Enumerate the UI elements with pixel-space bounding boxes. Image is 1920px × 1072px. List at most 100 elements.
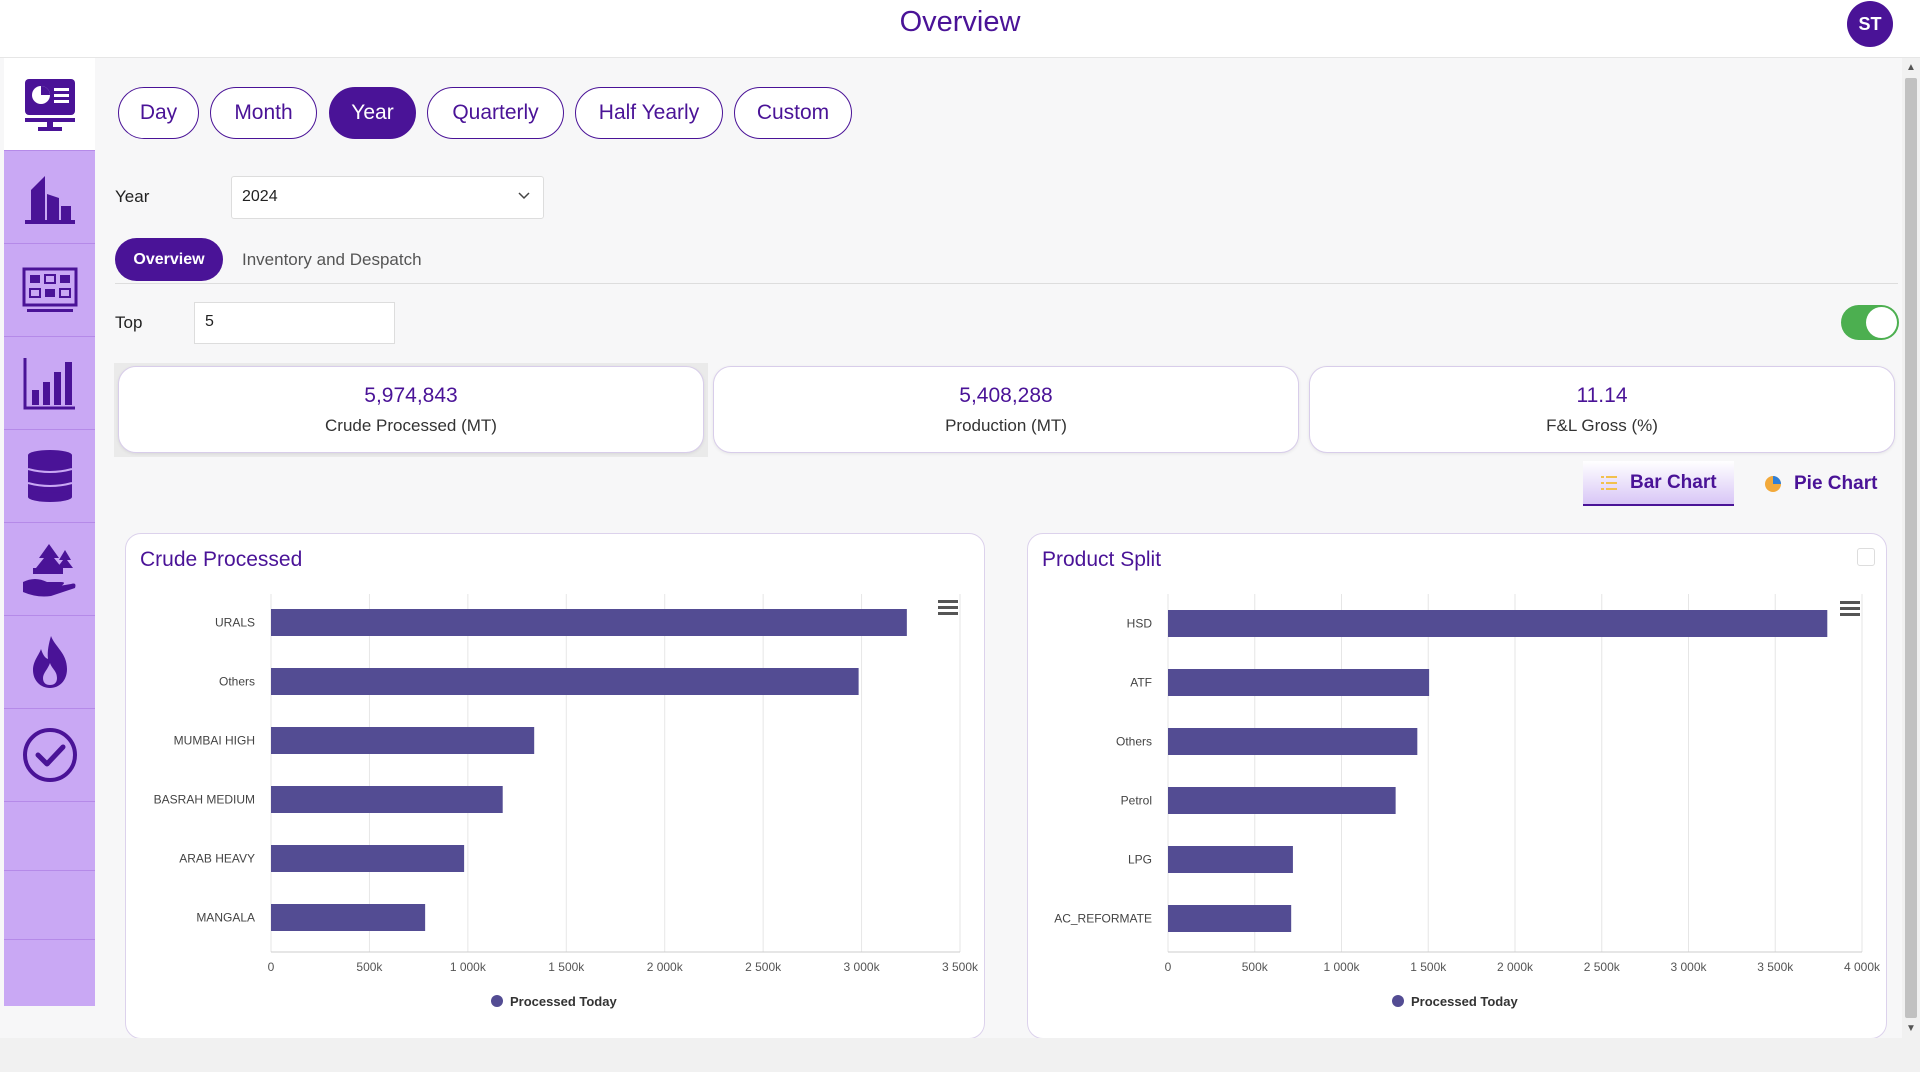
period-half-yearly-button[interactable]: Half Yearly (575, 87, 723, 139)
bar (271, 668, 859, 695)
bar (271, 727, 535, 754)
category-label: LPG (1128, 853, 1152, 867)
kpi-card-production[interactable]: 5,408,288 Production (MT) (713, 366, 1299, 453)
year-select-value: 2024 (242, 188, 278, 205)
process-flow-icon (22, 267, 77, 312)
period-month-button[interactable]: Month (210, 87, 317, 139)
x-tick-label: 2 500k (745, 960, 782, 974)
legend-label: Processed Today (510, 994, 617, 1009)
top-label: Top (115, 313, 143, 332)
period-custom-button[interactable]: Custom (734, 87, 852, 139)
kpi-caption: F&L Gross (%) (1546, 416, 1658, 435)
category-label: Others (1116, 735, 1152, 749)
legend-marker (491, 995, 503, 1007)
toggle-knob (1866, 307, 1897, 338)
bar (1168, 905, 1292, 932)
bar-chart-view-button[interactable]: Bar Chart (1583, 461, 1734, 506)
x-tick-label: 2 500k (1584, 960, 1621, 974)
x-tick-label: 1 500k (548, 960, 585, 974)
sidebar-item-inventory[interactable] (4, 430, 95, 523)
legend-label: Processed Today (1411, 994, 1518, 1009)
category-label: Petrol (1121, 794, 1152, 808)
kpi-caption: Production (MT) (945, 416, 1067, 435)
flame-icon (32, 636, 67, 688)
user-avatar[interactable]: ST (1847, 1, 1893, 47)
x-tick-label: 500k (1242, 960, 1269, 974)
legend-marker (1392, 995, 1404, 1007)
scroll-down-arrow[interactable]: ▼ (1906, 1023, 1916, 1034)
sidebar-item-refinery[interactable] (4, 151, 95, 244)
category-label: Others (219, 675, 255, 689)
sidebar-item-energy[interactable] (4, 616, 95, 709)
x-tick-label: 3 000k (844, 960, 881, 974)
kpi-value: 11.14 (1576, 384, 1628, 407)
bar (271, 845, 465, 872)
chart-select-checkbox[interactable] (1857, 548, 1875, 566)
category-label: URALS (215, 616, 255, 630)
chevron-down-icon (518, 192, 530, 200)
bar (1168, 787, 1396, 814)
oil-barrel-icon (27, 450, 72, 502)
x-tick-label: 0 (268, 960, 275, 974)
kpi-caption: Crude Processed (MT) (325, 416, 497, 435)
tab-overview[interactable]: Overview (115, 238, 223, 281)
sidebar-item-environment[interactable] (4, 523, 95, 616)
chart-title: Crude Processed (140, 548, 303, 571)
top-n-input[interactable]: 5 (194, 302, 395, 344)
sidebar-item-process[interactable] (4, 244, 95, 337)
refinery-building-icon (24, 176, 75, 224)
sidebar-item-analytics[interactable] (4, 337, 95, 430)
chart-title: Product Split (1042, 548, 1162, 571)
tab-divider (115, 283, 1898, 284)
x-tick-label: 1 000k (450, 960, 487, 974)
chart-card-product-split: Product Split 0 500k 1 000k 1 500k 2 000k 2 5… (1027, 533, 1887, 1039)
year-select[interactable]: 2024 (231, 176, 544, 219)
bar (271, 904, 426, 931)
product-split-chart: 0 500k 1 000k 1 500k 2 000k 2 500k 3 000k 3 500… (1054, 594, 1881, 1009)
dashboard-monitor-icon (24, 79, 75, 131)
category-label: ATF (1130, 676, 1152, 690)
category-label: MUMBAI HIGH (174, 734, 255, 748)
page-footer (0, 1038, 1920, 1072)
sidebar-item-overview[interactable] (4, 58, 95, 151)
environment-hand-icon (22, 544, 75, 597)
pie-chart-view-button[interactable]: Pie Chart (1764, 461, 1877, 506)
page-title: Overview (899, 6, 1021, 38)
x-tick-label: 3 500k (942, 960, 979, 974)
bar (1168, 610, 1828, 637)
kpi-card-fl-gross[interactable]: 11.14 F&L Gross (%) (1309, 366, 1895, 453)
bar-list-icon (1601, 475, 1617, 490)
x-tick-label: 3 500k (1757, 960, 1794, 974)
top-bar: Overview ST (0, 0, 1920, 58)
page-scrollbar[interactable]: ▲ ▼ (1902, 58, 1920, 1038)
bar (271, 786, 503, 813)
sidebar-item-compliance[interactable] (4, 709, 95, 802)
tab-inventory-despatch[interactable]: Inventory and Despatch (242, 250, 422, 269)
chart-menu-icon[interactable] (1840, 601, 1860, 617)
x-tick-label: 2 000k (1497, 960, 1534, 974)
x-tick-label: 4 000k (1844, 960, 1881, 974)
x-tick-label: 1 500k (1410, 960, 1447, 974)
bar (1168, 728, 1418, 755)
category-label: BASRAH MEDIUM (154, 793, 255, 807)
sidebar-divider (4, 802, 95, 871)
scroll-thumb[interactable] (1905, 78, 1917, 1018)
period-quarterly-button[interactable]: Quarterly (427, 87, 564, 139)
period-year-button[interactable]: Year (329, 87, 416, 139)
kpi-value: 5,408,288 (959, 384, 1053, 407)
bar (1168, 846, 1293, 873)
crude-processed-chart: 0 500k 1 000k 1 500k 2 000k 2 500k 3 000k 3 500… (154, 594, 979, 1009)
pie-chart-view-label: Pie Chart (1794, 472, 1878, 494)
category-label: ARAB HEAVY (179, 852, 255, 866)
sidebar (4, 58, 95, 1006)
pie-chart-icon (1765, 475, 1781, 492)
scroll-up-arrow[interactable]: ▲ (1906, 62, 1916, 73)
category-label: MANGALA (196, 911, 255, 925)
category-label: AC_REFORMATE (1054, 912, 1152, 926)
chart-menu-icon[interactable] (938, 600, 958, 616)
year-label: Year (115, 187, 150, 206)
x-tick-label: 1 000k (1323, 960, 1360, 974)
kpi-card-crude-processed[interactable]: 5,974,843 Crude Processed (MT) (118, 366, 704, 453)
period-day-button[interactable]: Day (118, 87, 199, 139)
display-toggle[interactable] (1841, 305, 1899, 340)
